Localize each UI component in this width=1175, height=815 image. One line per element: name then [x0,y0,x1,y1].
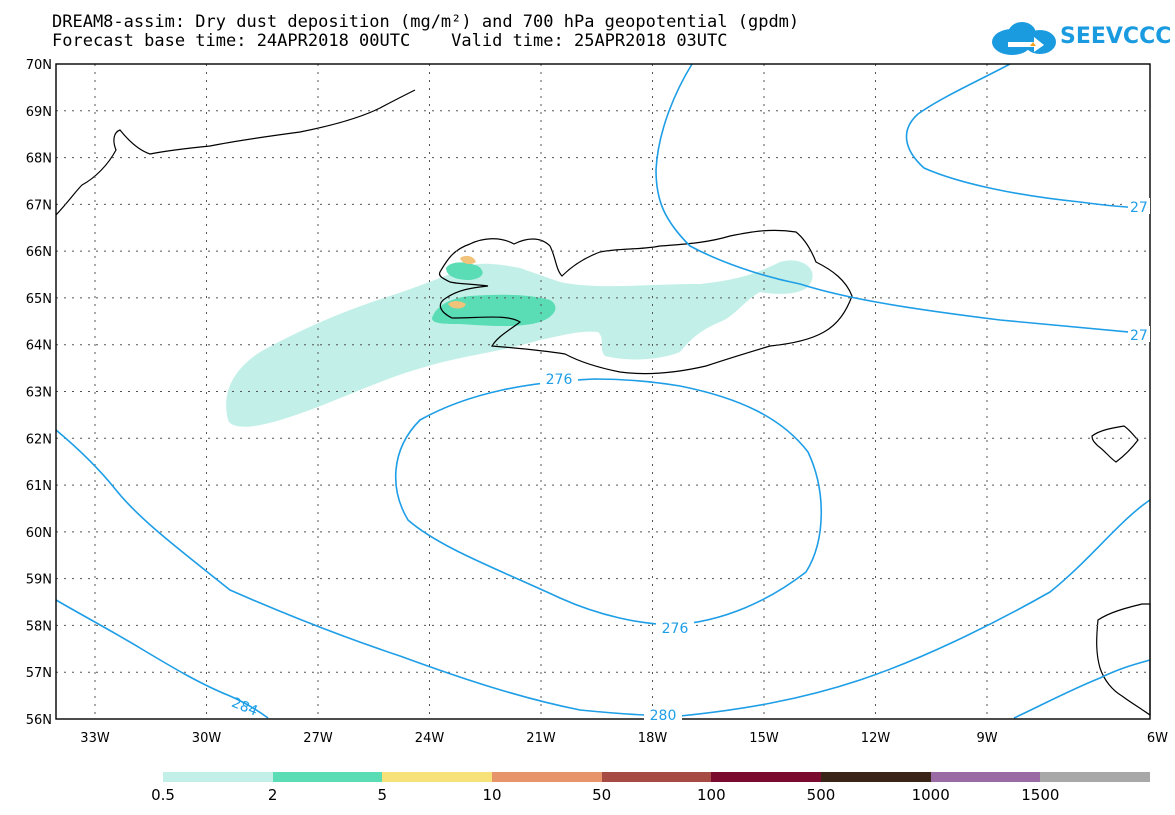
legend-label: 5 [377,786,388,804]
latitude-label: 57N [26,666,52,681]
legend-swatch [492,772,602,782]
legend-swatch [821,772,931,782]
latitude-label: 58N [26,619,52,634]
legend-swatch [382,772,493,782]
longitude-label: 9W [976,731,997,746]
longitude-label: 27W [303,731,333,746]
latitude-label: 56N [26,713,52,728]
latitude-label: 65N [26,292,52,307]
latitude-label: 68N [26,152,52,167]
dust-level-0-5-area [226,260,813,427]
latitude-label: 59N [26,573,52,588]
map-title: DREAM8-assim: Dry dust deposition (mg/m²… [52,12,800,32]
longitude-labels: 33W 30W 27W 24W 21W 18W 15W 12W 9W 6W [80,731,1168,746]
latitude-label: 70N [26,58,52,73]
latitude-label: 66N [26,245,52,260]
contour-label-284: 284 [229,695,260,720]
iceland-coast [438,229,853,375]
seevccc-logo [992,22,1056,55]
longitude-label: 24W [415,731,445,746]
legend-label: 100 [697,786,726,804]
legend-label: 500 [806,786,836,804]
dust-level-2-area [446,262,483,280]
forecast-time-subtitle: Forecast base time: 24APR2018 00UTC Vali… [52,31,728,51]
latitude-label: 60N [26,526,52,541]
contour-label-27-bottom: 27 [1130,328,1148,344]
contour-284 [55,599,269,719]
legend-label: 2 [267,786,278,804]
legend-label: 0.5 [151,786,175,804]
contour-label-280: 280 [650,708,677,724]
logo-text: SEEVCCC [1060,24,1172,49]
legend-label: 1000 [911,786,950,804]
longitude-label: 30W [192,731,222,746]
contour-label-276-a: 276 [546,372,573,388]
color-legend [163,772,1151,782]
legend-swatch [711,772,822,782]
cloud-arrow-icon [992,22,1056,55]
longitude-label: 21W [526,731,556,746]
latitude-label: 63N [26,386,52,401]
latitude-label: 69N [26,105,52,120]
graticule [56,64,1150,719]
coastlines [55,89,1151,717]
latitude-label: 62N [26,432,52,447]
contour-276-north [655,63,1151,335]
latitude-label: 61N [26,479,52,494]
dust-deposition-field [226,255,813,427]
contour-labels: 276 276 280 284 27 27 [229,198,1150,724]
longitude-label: 33W [80,731,110,746]
legend-swatch [601,772,712,782]
contour-label-27-top: 27 [1130,200,1148,216]
longitude-label: 15W [749,731,779,746]
legend-swatch [272,772,383,782]
dust-level-5-area [460,255,476,265]
latitude-label: 67N [26,198,52,213]
legend-label: 50 [592,786,612,804]
legend-swatch [163,772,273,782]
longitude-label: 18W [638,731,668,746]
contour-276-south [394,378,823,626]
contour-280 [55,429,1151,717]
dust-level-5-area [448,301,466,309]
longitude-label: 6W [1147,731,1168,746]
latitude-label: 64N [26,339,52,354]
legend-swatch [930,772,1041,782]
contour-south-east [1013,659,1151,719]
scotland-coast [1096,603,1151,717]
latitude-labels: 70N 69N 68N 67N 66N 65N 64N 63N 62N 61N 60N 59N 58N 5… [26,58,52,728]
greenland-coast [55,89,416,216]
legend-label: 10 [482,786,502,804]
contour-north-east [905,63,1151,209]
color-legend-labels: 0.5 2 5 10 50 100 500 1000 1500 [0,786,1175,806]
map-frame [55,63,1151,720]
legend-label: 1500 [1021,786,1060,804]
contour-label-276-b: 276 [662,621,689,637]
faroe-islands-coast [1091,425,1139,463]
legend-swatch [1040,772,1151,782]
longitude-label: 12W [861,731,891,746]
